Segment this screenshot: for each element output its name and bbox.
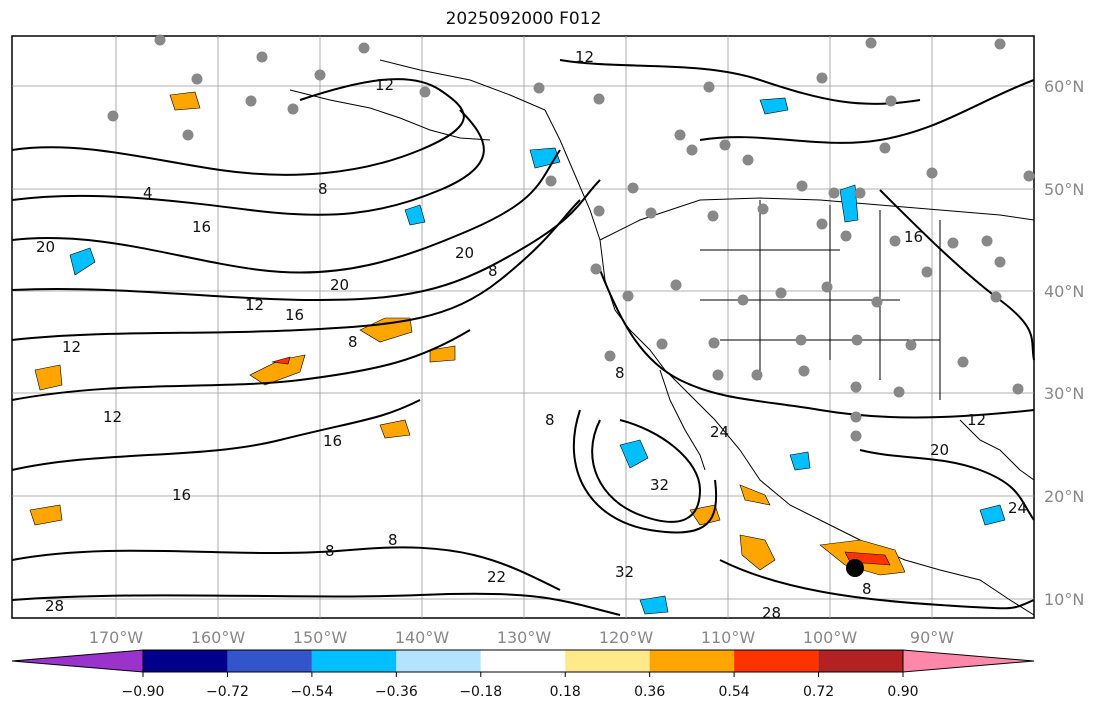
colorbar-cell <box>143 650 228 672</box>
contour-label: 8 <box>348 333 358 351</box>
colorbar-cell <box>311 650 397 672</box>
svg-text:40°N: 40°N <box>1044 282 1084 301</box>
contour-label: 12 <box>103 408 122 426</box>
colorbar-tick-label: 0.18 <box>550 684 581 700</box>
contour-label: 32 <box>615 563 634 581</box>
colorbar-cell <box>818 650 903 672</box>
svg-text:60°N: 60°N <box>1044 77 1084 96</box>
contour-label: 16 <box>192 218 211 236</box>
contour-value-labels: 12 12 8 4 16 20 20 16 12 8 8 12 16 20 8 … <box>36 48 1027 622</box>
contour-label: 8 <box>545 411 555 429</box>
map-frame <box>11 35 1035 619</box>
svg-text:150°W: 150°W <box>293 628 348 647</box>
contour-label: 8 <box>388 531 398 549</box>
contour-label: 12 <box>62 338 81 356</box>
contour-label: 28 <box>45 597 64 615</box>
shaded-regions <box>29 91 1006 615</box>
storm-center-marker <box>846 559 864 577</box>
svg-text:130°W: 130°W <box>497 628 552 647</box>
colorbar-tick-label: −0.18 <box>459 684 502 700</box>
contour-label: 24 <box>710 423 729 441</box>
longitude-labels: 170°W 160°W 150°W 140°W 130°W 120°W 110°… <box>89 628 954 647</box>
colorbar-tick-label: 0.72 <box>803 684 834 700</box>
colorbar-cell <box>480 650 566 672</box>
colorbar-tick-label: 0.36 <box>634 684 665 700</box>
colorbar-cell <box>734 650 819 672</box>
contour-label: 8 <box>488 262 498 280</box>
svg-text:50°N: 50°N <box>1044 180 1084 199</box>
svg-text:10°N: 10°N <box>1044 590 1084 609</box>
contour-label: 12 <box>967 411 986 429</box>
contour-label: 16 <box>323 432 342 450</box>
colorbar-tick-label: −0.36 <box>375 684 418 700</box>
svg-text:90°W: 90°W <box>910 628 954 647</box>
contour-label: 8 <box>318 180 328 198</box>
svg-text:170°W: 170°W <box>89 628 144 647</box>
contour-label: 20 <box>455 244 474 262</box>
contour-label: 16 <box>285 306 304 324</box>
svg-text:110°W: 110°W <box>701 628 756 647</box>
colorbar-tick-label: −0.90 <box>122 684 165 700</box>
colorbar-tick-label: 0.90 <box>887 684 918 700</box>
colorbar-cell <box>565 650 650 672</box>
colorbar-extend-low <box>11 649 144 673</box>
contour-label: 16 <box>904 228 923 246</box>
contour-label: 8 <box>325 542 335 560</box>
latitude-labels: 60°N 50°N 40°N 30°N 20°N 10°N <box>1044 77 1084 609</box>
contour-label: 4 <box>143 184 153 202</box>
contour-label: 20 <box>930 441 949 459</box>
colorbar: −0.90 −0.72 −0.54 −0.36 −0.18 0.18 0.36 0.54 0.7… <box>11 649 1035 700</box>
contour-label: 22 <box>487 568 506 586</box>
chart-title: 2025092000 F012 <box>445 9 602 29</box>
svg-text:20°N: 20°N <box>1044 487 1084 506</box>
contour-label: 20 <box>330 276 349 294</box>
svg-text:140°W: 140°W <box>395 628 450 647</box>
station-markers <box>107 34 1035 442</box>
contour-label: 8 <box>862 580 872 598</box>
svg-text:30°N: 30°N <box>1044 384 1084 403</box>
colorbar-cell <box>227 650 312 672</box>
svg-text:160°W: 160°W <box>191 628 246 647</box>
contour-label: 12 <box>575 48 594 66</box>
svg-text:120°W: 120°W <box>599 628 654 647</box>
colorbar-tick-label: −0.54 <box>290 684 333 700</box>
contour-label: 20 <box>36 238 55 256</box>
colorbar-cell <box>396 650 481 672</box>
contour-label: 12 <box>375 76 394 94</box>
contour-label: 12 <box>245 296 264 314</box>
contour-label: 8 <box>615 364 625 382</box>
svg-text:100°W: 100°W <box>803 628 858 647</box>
colorbar-extend-high <box>902 649 1035 673</box>
colorbar-tick-label: −0.72 <box>206 684 249 700</box>
contour-label: 16 <box>172 486 191 504</box>
contour-label: 28 <box>762 604 781 622</box>
colorbar-frame <box>142 649 904 673</box>
contour-label: 24 <box>1008 499 1027 517</box>
contour-label: 32 <box>650 476 669 494</box>
colorbar-cell <box>649 650 735 672</box>
colorbar-tick-label: 0.54 <box>719 684 750 700</box>
